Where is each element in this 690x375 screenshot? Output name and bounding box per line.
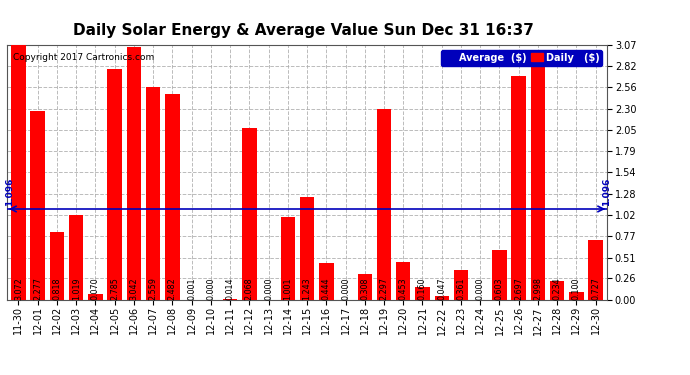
Bar [30, 111, 45, 300]
Text: 0.001: 0.001 [187, 277, 196, 300]
Text: 2.297: 2.297 [380, 277, 388, 300]
Text: 2.785: 2.785 [110, 277, 119, 300]
Text: 1.001: 1.001 [284, 277, 293, 300]
Bar [242, 128, 257, 300]
Text: 1.096: 1.096 [602, 178, 611, 207]
Text: 2.277: 2.277 [33, 277, 42, 300]
Bar [492, 250, 506, 300]
Text: 0.100: 0.100 [572, 277, 581, 300]
Bar [550, 280, 564, 300]
Text: 1.096: 1.096 [6, 178, 14, 207]
Text: 0.000: 0.000 [264, 277, 273, 300]
Text: 0.818: 0.818 [52, 277, 61, 300]
Bar [127, 47, 141, 300]
Bar [50, 232, 64, 300]
Text: 0.070: 0.070 [91, 277, 100, 300]
Bar [589, 240, 603, 300]
Text: 0.160: 0.160 [418, 277, 427, 300]
Bar [377, 109, 391, 300]
Bar [165, 94, 179, 300]
Bar [88, 294, 103, 300]
Legend: Average  ($), Daily   ($): Average ($), Daily ($) [441, 50, 602, 66]
Bar [11, 45, 26, 300]
Text: 0.047: 0.047 [437, 277, 446, 300]
Text: 2.998: 2.998 [533, 277, 542, 300]
Bar [415, 287, 430, 300]
Text: 0.453: 0.453 [399, 277, 408, 300]
Text: 2.482: 2.482 [168, 277, 177, 300]
Text: 0.014: 0.014 [226, 277, 235, 300]
Bar [300, 197, 314, 300]
Bar [531, 51, 545, 300]
Bar [108, 69, 122, 300]
Bar [69, 215, 83, 300]
Text: 0.000: 0.000 [341, 277, 350, 300]
Bar [357, 274, 372, 300]
Text: 3.042: 3.042 [130, 277, 139, 300]
Text: 0.444: 0.444 [322, 277, 331, 300]
Text: 2.559: 2.559 [148, 277, 157, 300]
Text: Daily Solar Energy & Average Value Sun Dec 31 16:37: Daily Solar Energy & Average Value Sun D… [73, 22, 534, 38]
Bar [223, 299, 237, 300]
Text: 0.603: 0.603 [495, 277, 504, 300]
Bar [569, 292, 584, 300]
Text: 0.361: 0.361 [457, 277, 466, 300]
Text: Copyright 2017 Cartronics.com: Copyright 2017 Cartronics.com [13, 53, 154, 62]
Bar [319, 263, 333, 300]
Bar [281, 217, 295, 300]
Text: 0.308: 0.308 [360, 277, 369, 300]
Text: 1.243: 1.243 [302, 277, 312, 300]
Text: 0.727: 0.727 [591, 277, 600, 300]
Text: 0.000: 0.000 [475, 277, 484, 300]
Text: 0.234: 0.234 [553, 277, 562, 300]
Bar [146, 87, 160, 300]
Bar [511, 76, 526, 300]
Text: 1.019: 1.019 [72, 277, 81, 300]
Bar [454, 270, 469, 300]
Text: 3.072: 3.072 [14, 277, 23, 300]
Text: 0.000: 0.000 [206, 277, 215, 300]
Text: 2.697: 2.697 [514, 277, 523, 300]
Bar [396, 262, 411, 300]
Bar [435, 296, 449, 300]
Text: 2.068: 2.068 [245, 277, 254, 300]
